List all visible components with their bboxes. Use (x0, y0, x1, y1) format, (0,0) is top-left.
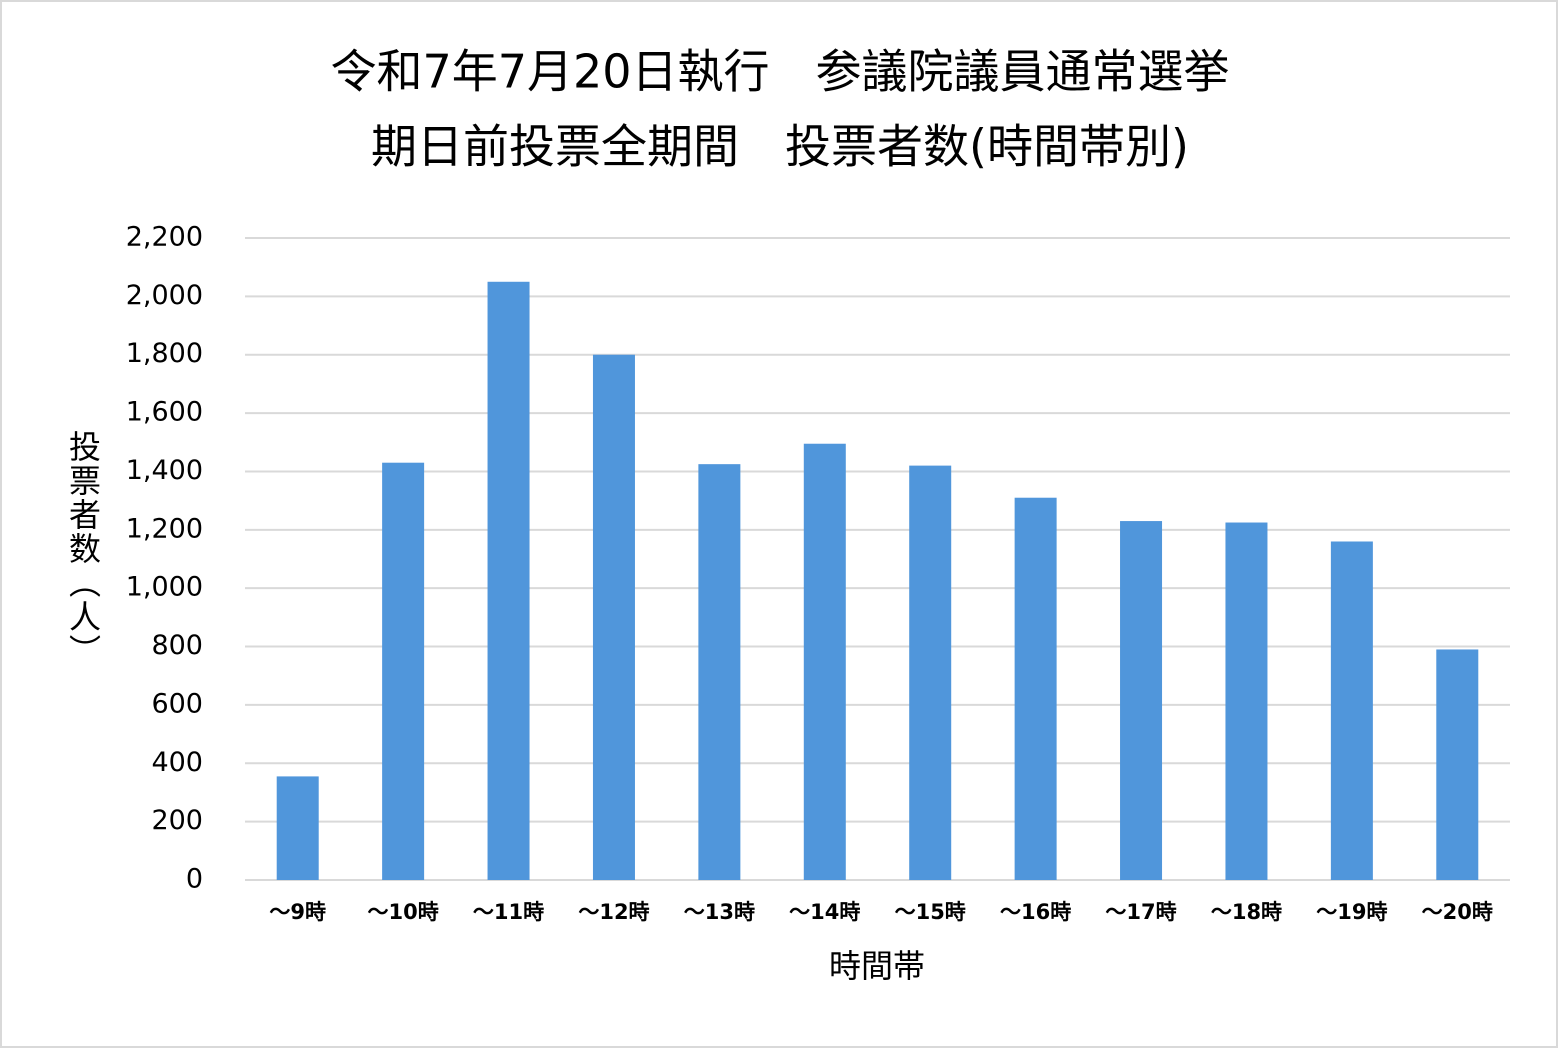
y-tick-label: 600 (151, 688, 203, 719)
bar (909, 465, 952, 880)
bar (592, 354, 635, 880)
bar (276, 776, 319, 880)
x-tick-label: ～14時 (789, 900, 860, 924)
y-tick-label: 0 (186, 864, 203, 895)
y-tick-label: 1,200 (126, 513, 203, 544)
y-tick-label: 1,600 (126, 397, 203, 428)
y-tick-label: 1,400 (126, 455, 203, 486)
x-tick-label: ～12時 (578, 900, 649, 924)
x-tick-label: ～20時 (1422, 900, 1493, 924)
x-tick-label: ～19時 (1316, 900, 1387, 924)
bar (1120, 521, 1163, 880)
bar (1330, 541, 1373, 880)
x-tick-label: ～17時 (1105, 900, 1176, 924)
y-axis-label: 投票者数（人） (64, 430, 102, 668)
chart-title: 期日前投票全期間 投票者数(時間帯別) (371, 120, 1189, 174)
bar (1014, 497, 1057, 880)
x-tick-label: ～10時 (368, 900, 439, 924)
bar (803, 443, 846, 880)
x-tick-label: ～9時 (269, 900, 326, 924)
bar (1436, 649, 1479, 880)
x-axis-label: 時間帯 (829, 947, 925, 985)
x-tick-label: ～18時 (1211, 900, 1282, 924)
bar (698, 464, 741, 880)
bar (487, 281, 530, 881)
y-tick-label: 1,000 (126, 572, 203, 603)
y-tick-label: 2,000 (126, 280, 203, 311)
x-tick-label: ～15時 (895, 900, 966, 924)
y-tick-label: 400 (151, 747, 203, 778)
y-tick-label: 2,200 (126, 222, 203, 253)
y-tick-label: 1,800 (126, 338, 203, 369)
bar (1225, 522, 1268, 880)
x-tick-label: ～11時 (473, 900, 544, 924)
chart-title: 令和7年7月20日執行 参議院議員通常選挙 (330, 45, 1229, 99)
x-tick-label: ～16時 (1000, 900, 1071, 924)
y-tick-label: 200 (151, 805, 203, 836)
bar (382, 462, 425, 880)
x-tick-label: ～13時 (684, 900, 755, 924)
y-tick-label: 800 (151, 630, 203, 661)
